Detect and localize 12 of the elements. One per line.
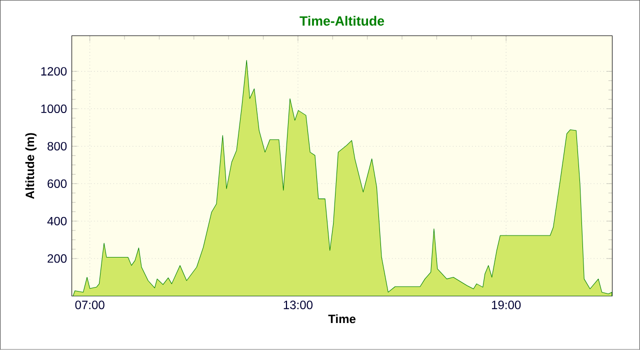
- x-tick-label: 19:00: [492, 300, 521, 310]
- x-axis-title: Time: [328, 314, 356, 324]
- y-axis-title: Altitude (m): [25, 133, 37, 200]
- y-tick-label: 800: [48, 142, 67, 151]
- y-tick-label: 600: [48, 180, 67, 188]
- y-tick-label: 200: [48, 254, 67, 263]
- y-tick-label: 400: [47, 216, 67, 226]
- y-tick-label: 1000: [41, 104, 67, 114]
- chart-title: Time-Altitude: [300, 16, 384, 26]
- x-tick-label: 07:00: [75, 300, 104, 310]
- x-tick-label: 13:00: [284, 300, 313, 310]
- y-tick-label: 1200: [41, 67, 67, 76]
